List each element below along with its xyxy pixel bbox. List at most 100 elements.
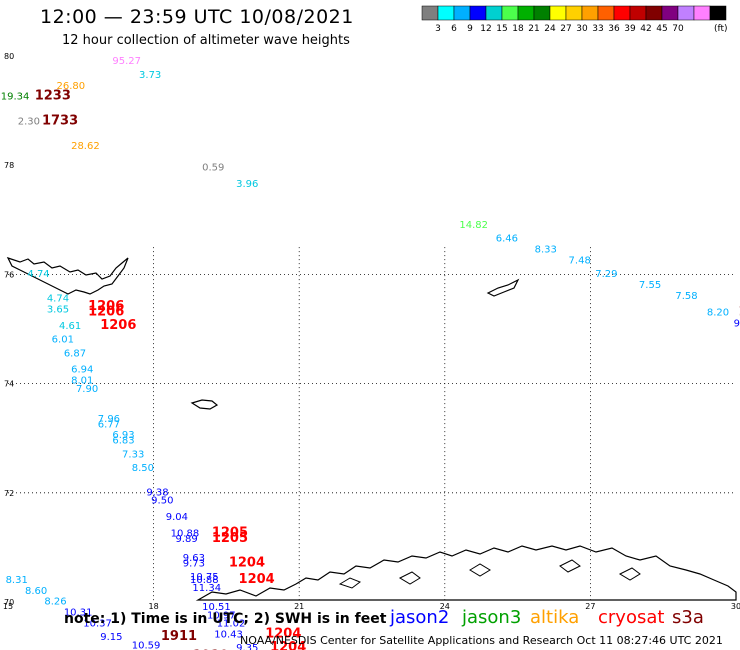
colorbar-label: 9	[467, 24, 473, 34]
pass-time-label: 1205	[212, 531, 248, 546]
wave-height-value: 7.96	[98, 414, 120, 425]
colorbar-swatch	[693, 5, 711, 21]
pass-time-label: 1206	[100, 318, 136, 333]
colorbar-label: 70	[672, 24, 684, 34]
longitude-label: 30	[731, 602, 740, 611]
colorbar-label: 42	[640, 24, 651, 34]
colorbar-swatch	[629, 5, 647, 21]
satellite-legend-jason2: jason2	[390, 607, 450, 628]
latitude-label: 80	[4, 52, 14, 61]
colorbar-label: 39	[624, 24, 636, 34]
pass-time-label: 1204	[229, 556, 265, 571]
wave-height-value: 14.82	[459, 220, 488, 231]
colorbar-swatch	[453, 5, 471, 21]
pass-time-label: 1205	[212, 525, 248, 540]
wave-height-value: 10.97	[207, 610, 236, 621]
wave-height-value: 6.46	[496, 234, 518, 245]
colorbar-swatch	[645, 5, 663, 21]
pass-time-label: 1733	[42, 113, 78, 128]
latitude-label: 78	[4, 161, 14, 170]
wave-height-value: 19.34	[1, 92, 30, 103]
colorbar-label: 12	[480, 24, 491, 34]
satellite-legend-altika: altika	[530, 607, 580, 628]
wave-height-colorbar: 3 6 9 12 15 18 21 24 27 30 33 36 39 42 45 70 (ft)	[421, 5, 728, 34]
kong-karls-land-coast	[486, 278, 520, 297]
colorbar-units: (ft)	[714, 24, 728, 34]
wave-height-value: 9.63	[183, 553, 205, 564]
coastline	[6, 256, 737, 601]
wave-height-value: 9.73	[183, 559, 205, 570]
colorbar-label: 24	[544, 24, 556, 34]
colorbar-label: 15	[496, 24, 507, 34]
norway-islands	[338, 559, 641, 589]
colorbar-swatch	[437, 5, 455, 21]
map-gridlines	[8, 247, 736, 602]
wave-height-value: 7.58	[675, 291, 697, 302]
wave-height-value: 2.30	[18, 116, 40, 127]
wave-height-value: 10.43	[214, 629, 243, 640]
colorbar-label: 18	[512, 24, 524, 34]
pass-time-label: 1204	[270, 640, 306, 650]
wave-height-value: 11.02	[217, 619, 246, 630]
pass-time-label: 1206	[88, 299, 124, 314]
wave-height-value: 7.29	[595, 269, 617, 280]
colorbar-swatch	[677, 5, 695, 21]
wave-height-value: 9.35	[236, 643, 258, 650]
wave-height-value: 6.77	[98, 419, 120, 430]
pass-time-label: 1732	[738, 304, 740, 319]
wave-height-value: 9.15	[100, 632, 122, 643]
pass-time-label: 1910	[192, 648, 228, 650]
credit-line: NOAA/NESDIS Center for Satellite Applica…	[240, 634, 723, 647]
colorbar-swatch	[661, 5, 679, 21]
wave-height-value: 8.20	[707, 307, 729, 318]
wave-height-value: 8.31	[6, 575, 28, 586]
colorbar-label: 21	[528, 24, 539, 34]
wave-height-value: 4.74	[27, 269, 49, 280]
colorbar-label: 30	[576, 24, 588, 34]
satellite-legend-jason3: jason3	[462, 607, 522, 628]
latitude-label: 72	[4, 489, 14, 498]
wave-height-value: 7.90	[76, 384, 98, 395]
colorbar-swatch	[533, 5, 551, 21]
wave-height-value: 9.50	[151, 496, 173, 507]
colorbar-label: 45	[656, 24, 667, 34]
wave-height-value: 10.88	[171, 528, 200, 539]
longitude-label: 18	[149, 602, 159, 611]
wave-height-value: 6.83	[112, 436, 134, 447]
latitude-label: 70	[4, 598, 14, 607]
longitude-label: 15	[3, 602, 13, 611]
wave-height-value: 4.74	[47, 294, 69, 305]
colorbar-swatch	[501, 5, 519, 21]
wave-height-value: 0.59	[202, 163, 224, 174]
colorbar-swatch	[517, 5, 535, 21]
wave-height-value: 9.38	[146, 488, 168, 499]
wave-height-value: 6.93	[112, 430, 134, 441]
page-title: 12:00 — 23:59 UTC 10/08/2021	[40, 6, 354, 28]
satellite-legend-cryosat: cryosat	[598, 607, 665, 628]
longitude-label: 24	[440, 602, 450, 611]
wave-height-value: 10.59	[132, 640, 161, 650]
footnote: note: 1) Time is in UTC; 2) SWH is in fe…	[64, 611, 387, 627]
wave-height-value: 8.26	[44, 597, 66, 608]
wave-height-value: 8.50	[132, 463, 154, 474]
wave-height-value: 28.62	[71, 141, 100, 152]
wave-height-value: 95.27	[112, 56, 141, 67]
wave-height-value: 7.48	[569, 255, 591, 266]
bear-island-coast	[190, 399, 219, 410]
colorbar-swatch	[485, 5, 503, 21]
pass-time-label: 1206	[88, 304, 124, 319]
colorbar-label: 36	[608, 24, 620, 34]
colorbar-swatch	[613, 5, 631, 21]
latitude-label: 76	[4, 270, 14, 279]
pass-time-label: 1204	[239, 572, 275, 587]
pass-time-label: 1911	[161, 629, 197, 644]
colorbar-swatch	[597, 5, 615, 21]
wave-height-value: 10.37	[83, 619, 112, 630]
page-subtitle: 12 hour collection of altimeter wave hei…	[62, 33, 350, 48]
wave-height-value: 10.88	[190, 575, 219, 586]
satellite-legend-s3a: s3a	[672, 607, 704, 628]
wave-height-value: 3.65	[47, 305, 69, 316]
colorbar-swatch	[549, 5, 567, 21]
